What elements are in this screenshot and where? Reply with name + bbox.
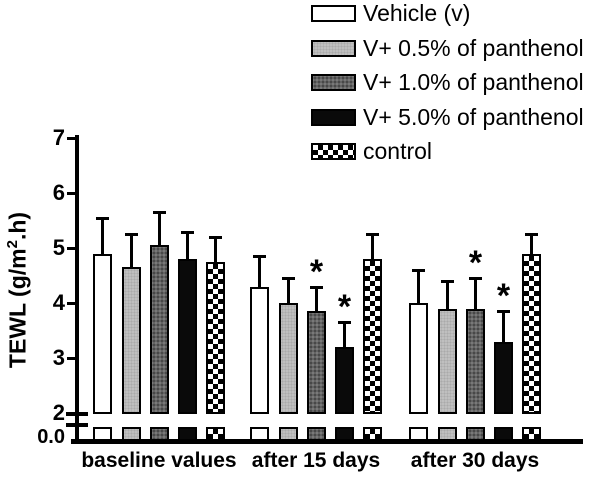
error-bar-cap: [497, 310, 510, 314]
bar-segment-stub: [438, 427, 457, 442]
error-bar-stem: [502, 311, 505, 342]
bar-segment: [93, 253, 112, 414]
error-bar-stem: [371, 234, 374, 259]
error-bar-cap: [366, 233, 379, 237]
error-bar-stem: [287, 278, 290, 303]
significance-star: *: [468, 244, 483, 283]
x-axis-category-label: after 30 days: [410, 449, 540, 472]
bar-segment: [522, 253, 541, 414]
bar-segment: [279, 303, 298, 414]
y-axis-tick: [67, 136, 79, 140]
legend-label: V+ 5.0% of panthenol: [363, 104, 584, 130]
error-bar-stem: [158, 212, 161, 246]
error-bar-cap: [412, 269, 425, 272]
legend-swatch-lightgray: [311, 39, 356, 57]
y-axis-tick: [67, 356, 79, 360]
y-axis-title: TEWL (g/m2.h): [4, 170, 32, 410]
error-bar-stem: [446, 281, 449, 309]
error-bar-stem: [186, 231, 189, 259]
error-bar-cap: [253, 255, 266, 259]
bar-segment: [150, 245, 169, 414]
error-bar-stem: [130, 234, 133, 268]
x-axis-line: [71, 439, 583, 444]
legend-label: V+ 0.5% of panthenol: [363, 35, 584, 61]
bar-segment: [438, 308, 457, 414]
bar-segment: [206, 261, 225, 414]
error-bar-stem: [214, 237, 217, 262]
error-bar-stem: [258, 256, 261, 287]
y-axis-line: [75, 135, 79, 444]
bar-segment: [307, 311, 326, 414]
y-axis-title-superscript: 2: [4, 240, 21, 249]
y-axis-tick-label: 3: [52, 345, 65, 370]
bar-segment: [250, 286, 269, 414]
error-bar-cap: [525, 233, 538, 237]
axis-break-mark-upper: [66, 412, 88, 416]
y-axis-tick-label: 6: [52, 180, 65, 205]
legend-swatch-black: [311, 108, 356, 126]
y-axis-tick-label: 5: [52, 235, 65, 260]
bar-segment: [122, 267, 141, 414]
x-axis-category-label: baseline values: [81, 449, 237, 472]
bar-segment: [178, 259, 197, 414]
y-axis-title-end: .h): [4, 211, 31, 241]
y-axis-tick-label: 2: [52, 400, 65, 425]
legend-item: Vehicle (v): [311, 1, 470, 25]
bar-segment: [494, 341, 513, 414]
error-bar-stem: [343, 322, 346, 347]
legend-swatch-checker: [311, 142, 356, 160]
y-axis-tick: [67, 246, 79, 250]
error-bar-cap: [125, 233, 138, 237]
legend-item: V+ 5.0% of panthenol: [311, 105, 584, 129]
error-bar-cap: [209, 236, 222, 239]
bar-segment: [409, 303, 428, 414]
y-axis-title-main: TEWL (g/m: [4, 248, 31, 369]
error-bar-stem: [474, 278, 477, 309]
legend-label: V+ 1.0% of panthenol: [363, 69, 584, 95]
error-bar-cap: [338, 321, 351, 325]
error-bar-cap: [153, 211, 166, 215]
error-bar-stem: [101, 217, 104, 254]
legend-swatch-darkgray: [311, 73, 356, 91]
error-bar-cap: [96, 216, 109, 220]
bar-segment: [363, 259, 382, 414]
error-bar-cap: [282, 277, 295, 281]
legend-item: control: [311, 139, 432, 163]
x-axis-category-label: after 15 days: [251, 449, 381, 472]
error-bar-stem: [530, 234, 533, 254]
y-axis-tick-label: 4: [52, 290, 65, 315]
legend-item: V+ 1.0% of panthenol: [311, 70, 584, 94]
bar-segment: [466, 308, 485, 414]
error-bar-cap: [181, 230, 194, 234]
error-bar-cap: [441, 280, 454, 283]
axis-break-mark-lower: [66, 423, 88, 427]
significance-star: *: [309, 252, 324, 291]
y-axis-tick-label: 7: [52, 125, 65, 150]
legend-label: control: [363, 138, 433, 164]
bar-segment-stub: [122, 427, 141, 442]
error-bar-stem: [315, 286, 318, 312]
y-axis-tick: [67, 191, 79, 195]
error-bar-stem: [417, 270, 420, 303]
error-bar-cap: [310, 285, 323, 289]
significance-star: *: [496, 277, 511, 316]
error-bar-cap: [469, 277, 482, 281]
legend-label: Vehicle (v): [363, 0, 471, 26]
y-axis-tick: [67, 301, 79, 305]
y-axis-zero-label: 0.0: [37, 426, 65, 448]
significance-star: *: [337, 288, 352, 327]
bar-segment: [335, 347, 354, 414]
legend-item: V+ 0.5% of panthenol: [311, 36, 584, 60]
legend-swatch-white: [311, 4, 356, 22]
